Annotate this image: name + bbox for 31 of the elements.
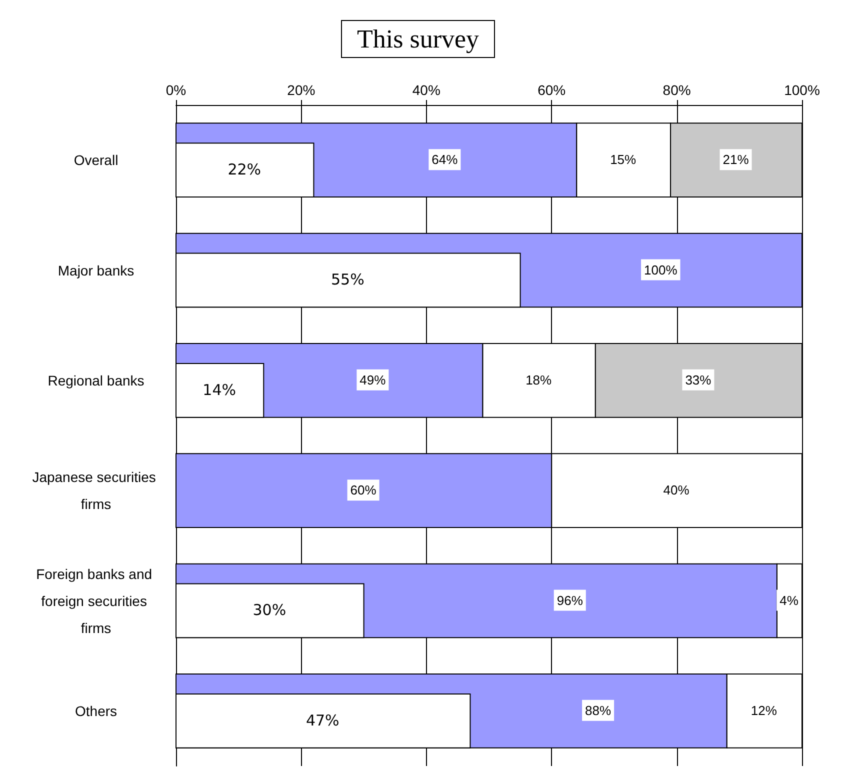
- data-label: 4%: [780, 592, 799, 608]
- y-tick-label: Foreign banks and foreign securities firms: [36, 566, 156, 636]
- x-tick-label: 60%: [538, 82, 566, 98]
- data-label: 30%: [252, 601, 286, 620]
- x-tick-label: 100%: [784, 82, 820, 98]
- data-label: 14%: [202, 380, 236, 399]
- data-label: 15%: [610, 152, 637, 168]
- data-label: 49%: [360, 372, 386, 388]
- x-tick-label: 40%: [412, 82, 440, 98]
- data-label: 88%: [585, 702, 612, 718]
- data-label: 96%: [556, 592, 584, 608]
- data-label: 33%: [685, 372, 712, 388]
- y-tick-label: Major banks: [58, 262, 134, 278]
- data-label: 40%: [663, 482, 690, 498]
- y-tick-label: Overall: [74, 152, 118, 168]
- data-label: 12%: [750, 702, 778, 718]
- data-label: 22%: [228, 160, 262, 179]
- data-label: 47%: [306, 711, 340, 730]
- data-label: 55%: [330, 270, 364, 289]
- chart-title: This survey: [356, 24, 480, 54]
- y-tick-label: Others: [74, 702, 118, 719]
- data-label: 100%: [644, 262, 678, 278]
- x-tick-label: 20%: [287, 82, 316, 98]
- y-tick-label: Japanese securities firms: [32, 469, 160, 512]
- x-tick-label: 80%: [662, 82, 691, 98]
- data-label: 64%: [432, 152, 458, 168]
- data-label: 60%: [350, 482, 377, 498]
- data-label: 21%: [722, 152, 750, 168]
- data-label: 18%: [526, 372, 552, 388]
- x-tick-label: 0%: [166, 82, 186, 98]
- y-tick-label: Regional banks: [48, 372, 144, 388]
